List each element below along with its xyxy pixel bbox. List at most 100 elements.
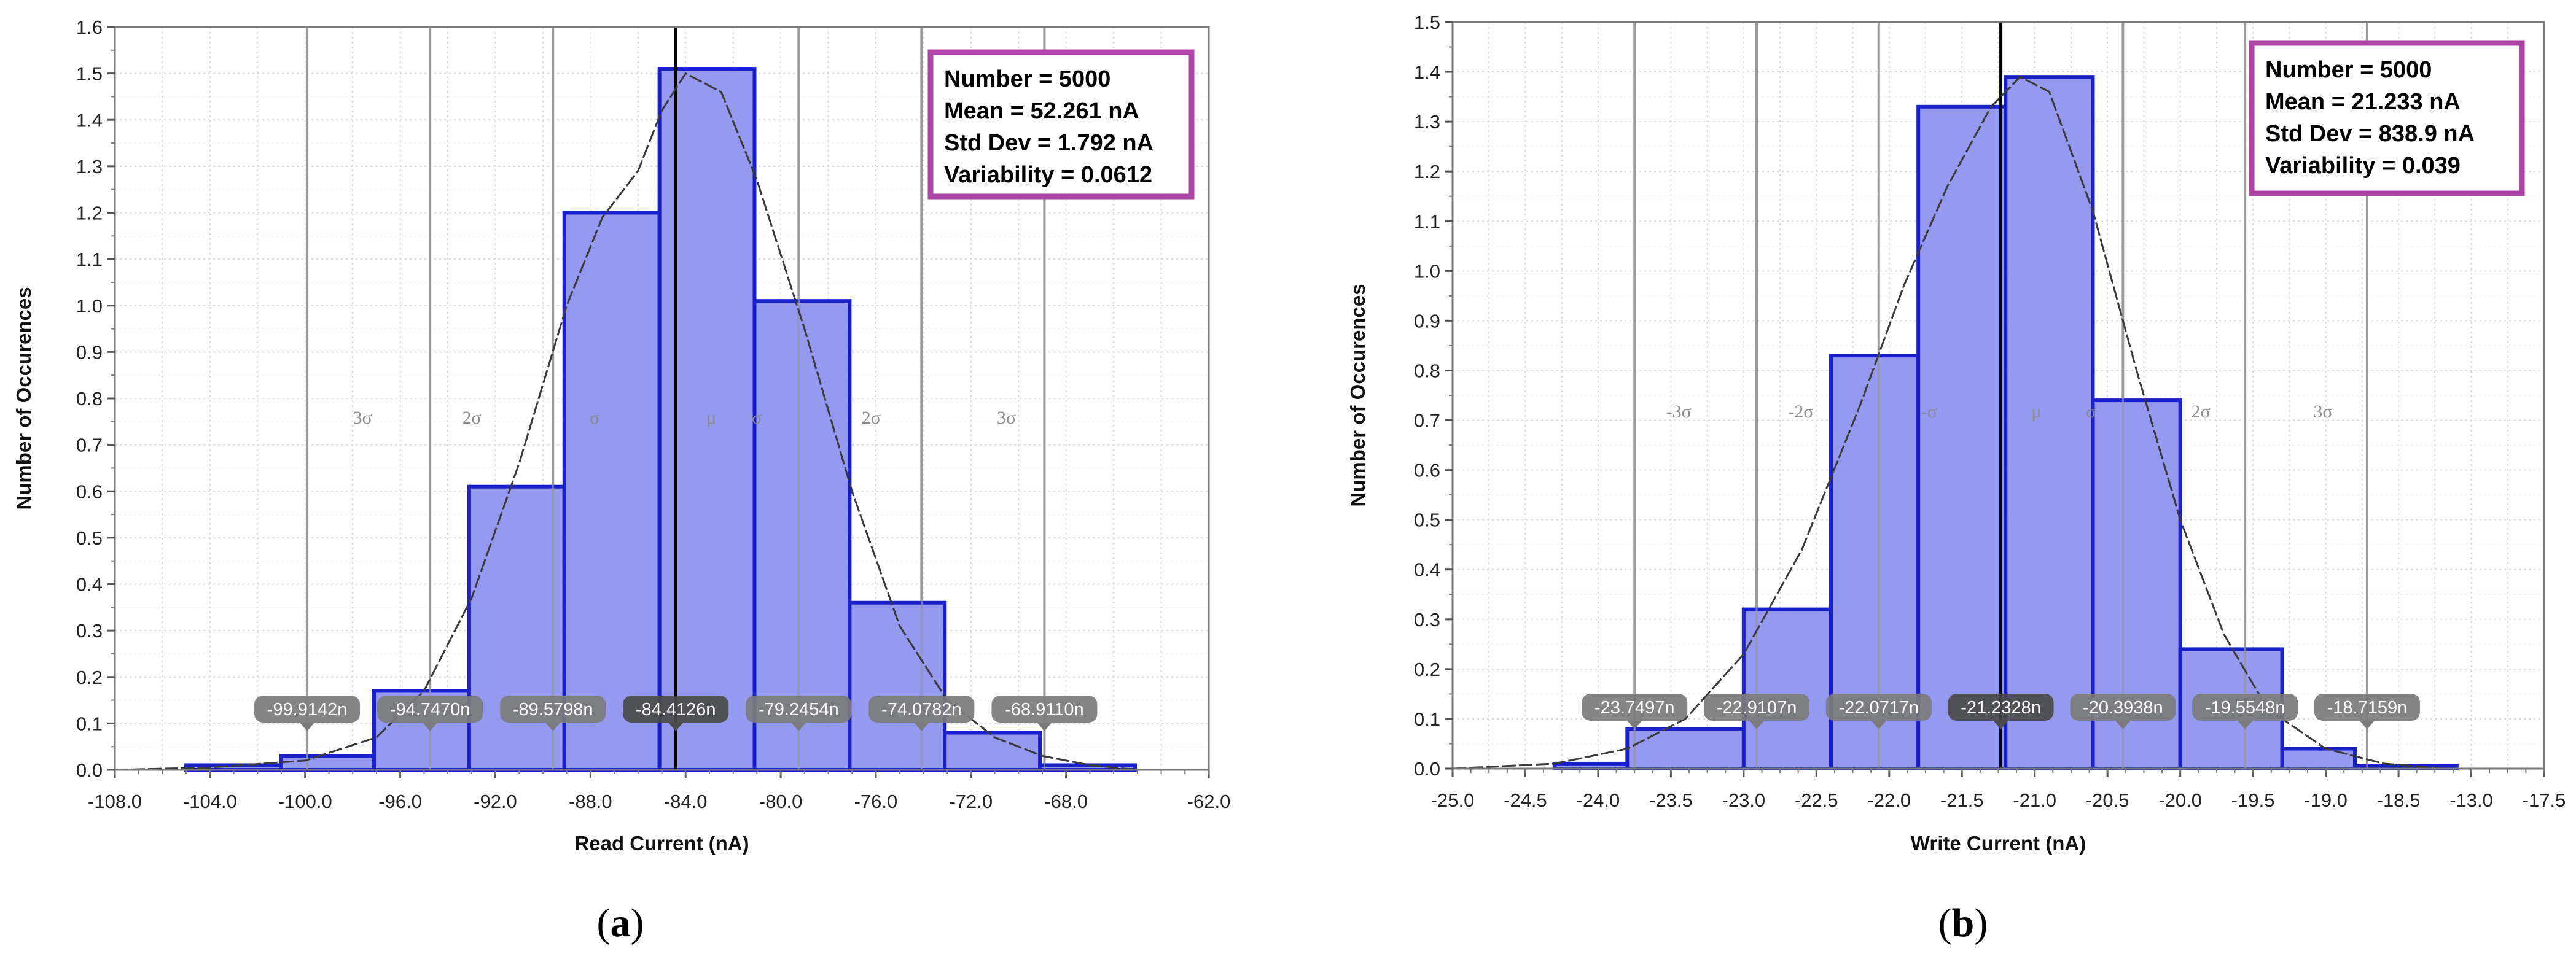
y-tick-label: 0.5 <box>1414 510 1440 531</box>
sigma-value-label: -94.7470n <box>390 700 470 720</box>
sigma-label: -3σ <box>1666 401 1692 422</box>
x-tick-label: -17.5 <box>2523 789 2566 811</box>
x-tick-label: -25.0 <box>1431 789 1475 811</box>
sigma-value-badge-pointer <box>2115 721 2131 729</box>
x-tick-label: -80.0 <box>759 791 803 812</box>
y-tick-label: 1.5 <box>1414 12 1440 33</box>
sigma-value-badge-pointer <box>2238 721 2253 729</box>
x-tick-label: -19.0 <box>2304 789 2348 811</box>
sigma-value-label: -22.9107n <box>1717 698 1797 718</box>
y-tick-label: 0.0 <box>1414 758 1440 780</box>
y-tick-label: 1.0 <box>1414 260 1440 282</box>
x-tick-label: -21.5 <box>1940 789 1984 811</box>
sigma-value-badge-pointer <box>1037 723 1052 731</box>
y-tick-label: 0.9 <box>76 341 103 363</box>
sigma-value-badge-bg <box>1704 694 1810 721</box>
stats-line: Mean = 52.261 nA <box>944 98 1139 124</box>
sigma-value-badge-bg <box>1582 694 1688 721</box>
sigma-value-badge: -18.7159n <box>2314 694 2420 729</box>
sigma-value-badge-pointer <box>791 723 806 731</box>
sigma-value-badge: -21.2328n <box>1948 694 2054 729</box>
x-tick-label: -19.5 <box>2231 789 2275 811</box>
sigma-value-label: -68.9110n <box>1005 700 1083 720</box>
sigma-label: 2σ <box>862 408 881 428</box>
stats-box: Number = 5000 Mean = 52.261 nA Std Dev = 1… <box>927 49 1195 200</box>
sigma-value-badge-bg <box>377 696 483 723</box>
sigma-label: μ <box>2032 401 2042 422</box>
sigma-value-badge: -94.7470n <box>377 696 483 731</box>
sigma-value-badge-bg <box>2192 694 2298 721</box>
stats-box-frame <box>2249 40 2525 196</box>
y-tick-label: 0.0 <box>76 759 103 781</box>
sigma-value-label: -22.0717n <box>1838 698 1919 718</box>
y-tick-label: 0.4 <box>76 574 103 595</box>
sigma-value-badge: -23.7497n <box>1582 694 1688 729</box>
sigma-label: 2σ <box>463 408 482 428</box>
y-tick-label: 1.2 <box>1414 161 1440 182</box>
sigma-value-badge: -68.9110n <box>991 696 1098 731</box>
sigma-label: 3σ <box>2313 401 2332 422</box>
sigma-value-badge-pointer <box>1993 721 2008 729</box>
x-tick-label: -23.0 <box>1722 789 1766 811</box>
y-tick-label: 1.6 <box>76 17 103 38</box>
x-tick-label: -22.0 <box>1867 789 1911 811</box>
y-tick-label: 0.5 <box>76 527 103 549</box>
y-tick-label: 1.1 <box>1414 211 1440 232</box>
sigma-value-badge: -79.2454n <box>746 696 852 731</box>
stats-line: Number = 5000 <box>2265 57 2432 83</box>
sigma-label: -2σ <box>1788 401 1813 422</box>
y-tick-label: 1.4 <box>1414 61 1440 83</box>
histogram-bar <box>1741 607 1833 770</box>
sigma-value-badge-bg <box>2070 694 2176 721</box>
x-tick-label: -104.0 <box>183 791 237 812</box>
y-tick-label: 1.1 <box>76 249 103 270</box>
sigma-value-badge: -22.9107n <box>1704 694 1810 729</box>
sigma-value-label: -21.2328n <box>1961 698 2041 718</box>
x-axis-label: Write Current (nA) <box>1911 832 2086 855</box>
sigma-label: 3σ <box>353 408 372 428</box>
sigma-value-badge-bg <box>254 696 361 723</box>
y-tick-label: 0.3 <box>1414 609 1440 630</box>
x-tick-label: -18.5 <box>2377 789 2421 811</box>
histogram-bar <box>279 754 377 772</box>
sigma-label: μ <box>706 408 716 428</box>
stats-line: Variability = 0.0612 <box>944 162 1152 188</box>
sigma-value-badge: -74.0782n <box>868 696 975 731</box>
y-tick-label: 0.1 <box>1414 708 1440 730</box>
stats-box-frame <box>927 49 1195 200</box>
fit-curve <box>1452 76 2530 770</box>
y-tick-label: 1.3 <box>76 156 103 177</box>
sigma-value-label: -99.9142n <box>267 700 348 720</box>
y-tick-label: 0.3 <box>76 620 103 642</box>
chart-panel-b: -3σ -2σ -σ μ σ 2σ 3σ -23.7497n -22.9107n -22.0717… <box>1346 12 2566 945</box>
histogram-bar <box>1916 104 2008 770</box>
y-tick-label: 0.2 <box>1414 659 1440 680</box>
sigma-value-badge-bg <box>1948 694 2054 721</box>
sigma-label: -σ <box>1921 401 1937 422</box>
sigma-value-badge-pointer <box>1871 721 1886 729</box>
x-tick-label: -20.0 <box>2158 789 2202 811</box>
sigma-value-badge: -22.0717n <box>1825 694 1932 729</box>
sigma-value-label: -89.5798n <box>513 700 593 720</box>
sigma-value-badge-pointer <box>545 723 561 731</box>
stats-box: Number = 5000 Mean = 21.233 nA Std Dev = 8… <box>2249 40 2525 196</box>
sigma-value-badge: -19.5548n <box>2192 694 2298 729</box>
sigma-value-label: -74.0782n <box>881 700 962 720</box>
histogram-bar <box>562 211 662 772</box>
y-tick-label: 0.9 <box>1414 310 1440 332</box>
y-tick-label: 1.3 <box>1414 111 1440 133</box>
sigma-value-badge-pointer <box>2359 721 2375 729</box>
sigma-label: σ <box>752 408 762 428</box>
y-tick-label: 0.8 <box>1414 360 1440 381</box>
sigma-label: σ <box>590 408 599 428</box>
sigma-value-badge: -99.9142n <box>254 696 361 731</box>
panel-label: (a) <box>597 901 644 945</box>
sigma-value-badge-pointer <box>668 723 684 731</box>
y-tick-label: 1.0 <box>76 295 103 317</box>
y-tick-label: 0.8 <box>76 388 103 409</box>
chart-panel-a: 3σ 2σ σ μ σ 2σ 3σ -99.9142n -94.7470n -89.5798n -8… <box>12 17 1230 945</box>
sigma-label: σ <box>2086 401 2096 422</box>
sigma-value-badge-pointer <box>423 723 438 731</box>
x-axis-label: Read Current (nA) <box>574 832 749 855</box>
